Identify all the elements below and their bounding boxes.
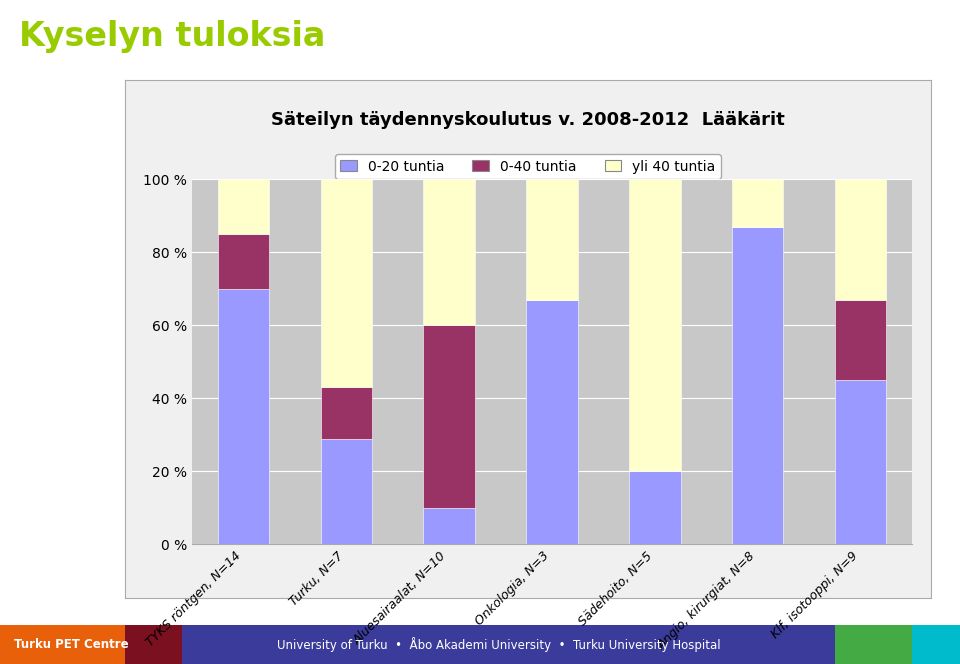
Bar [732, 227, 783, 544]
Text: Turku PET Centre: Turku PET Centre [14, 638, 129, 651]
Bar [526, 179, 578, 300]
Bar [218, 289, 269, 544]
Text: University of Turku  •  Åbo Akademi University  •  Turku University Hospital: University of Turku • Åbo Akademi Univer… [277, 637, 721, 652]
Bar [526, 300, 578, 544]
Bar [218, 179, 269, 234]
Bar [835, 300, 886, 380]
Bar [835, 179, 886, 300]
Text: Säteilyn täydennyskoulutus v. 2008-2012  Lääkärit: Säteilyn täydennyskoulutus v. 2008-2012 … [271, 111, 785, 129]
Bar [835, 380, 886, 544]
Bar [423, 508, 475, 544]
Bar [423, 179, 475, 325]
Bar [732, 179, 783, 227]
Bar [321, 179, 372, 388]
Bar [321, 438, 372, 544]
Bar [321, 388, 372, 438]
Legend: 0-20 tuntia, 0-40 tuntia, yli 40 tuntia: 0-20 tuntia, 0-40 tuntia, yli 40 tuntia [335, 154, 721, 179]
Bar [629, 179, 681, 471]
Text: Kyselyn tuloksia: Kyselyn tuloksia [19, 20, 325, 53]
Bar [629, 471, 681, 544]
Bar [218, 234, 269, 289]
Bar [423, 325, 475, 508]
